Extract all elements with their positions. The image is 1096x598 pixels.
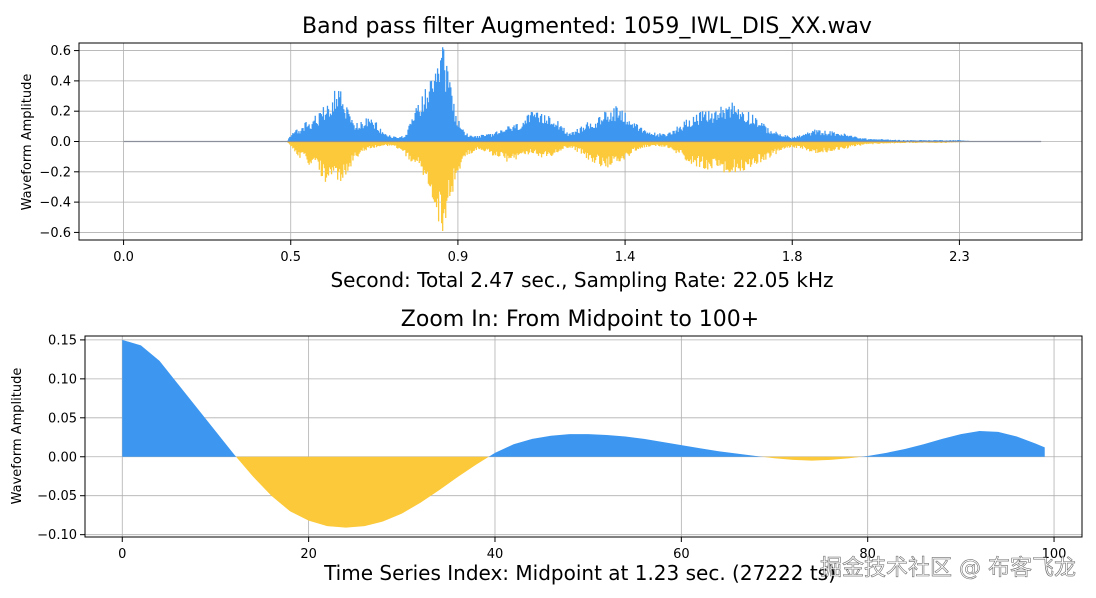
watermark: 掘金技术社区 @ 布客飞龙: [820, 556, 1076, 581]
x-tick-label: 1.4: [615, 250, 636, 265]
y-tick-label: −0.2: [39, 165, 71, 180]
x-tick-label: 0.9: [448, 250, 469, 265]
x-tick-label: 100: [1042, 547, 1067, 562]
negative-amplitude: [287, 141, 978, 232]
chart-title: Zoom In: From Midpoint to 100+: [401, 307, 759, 332]
positive-amplitude: [287, 47, 978, 142]
x-ticks: 0.0 0.5 0.9 1.4 1.8 2.3: [113, 240, 970, 265]
x-tick-label: 0.5: [280, 250, 301, 265]
y-axis-label: Waveform Amplitude: [10, 368, 25, 505]
x-ticks: 0 20 40 60 80 100: [118, 537, 1066, 562]
chart-title: Band pass filter Augmented: 1059_IWL_DIS…: [302, 14, 872, 39]
y-tick-label: 0.05: [48, 411, 77, 426]
y-ticks: 0.15 0.10 0.05 0.00 −0.05 −0.10: [37, 333, 85, 543]
x-tick-label: 40: [487, 547, 504, 562]
y-tick-label: 0.4: [50, 74, 71, 89]
axes-frame: [84, 335, 1083, 538]
x-tick-label: 2.3: [949, 250, 970, 265]
y-tick-label: −0.6: [39, 226, 71, 241]
y-tick-label: 0.00: [48, 450, 77, 465]
zoom-chart: Zoom In: From Midpoint to 100+ 0 20 40 60 80…: [10, 307, 1083, 585]
positive-area: [122, 339, 1045, 457]
x-tick-label: 0: [118, 547, 126, 562]
x-tick-label: 0.0: [113, 250, 134, 265]
y-tick-label: 0.15: [48, 333, 77, 348]
series-area: [123, 47, 1042, 232]
waveform-chart: Band pass filter Augmented: 1059_IWL_DIS…: [20, 14, 1083, 292]
y-tick-label: 0.10: [48, 372, 77, 387]
y-ticks: 0.6 0.4 0.2 0.0 −0.2 −0.4 −0.6: [39, 44, 79, 241]
series-area: [122, 339, 1045, 528]
y-tick-label: −0.05: [37, 489, 77, 504]
x-tick-label: 80: [859, 547, 876, 562]
x-tick-label: 1.8: [782, 250, 803, 265]
negative-area: [122, 456, 1045, 528]
y-tick-label: 0.2: [50, 105, 71, 120]
y-tick-label: −0.10: [37, 528, 77, 543]
x-tick-label: 60: [673, 547, 690, 562]
y-tick-label: −0.4: [39, 196, 71, 211]
y-axis-label: Waveform Amplitude: [20, 74, 35, 211]
x-tick-label: 20: [300, 547, 317, 562]
y-tick-label: 0.6: [50, 44, 71, 59]
x-axis-label: Time Series Index: Midpoint at 1.23 sec.…: [323, 561, 836, 585]
x-axis-label: Second: Total 2.47 sec., Sampling Rate: …: [330, 268, 833, 292]
y-tick-label: 0.0: [50, 135, 71, 150]
